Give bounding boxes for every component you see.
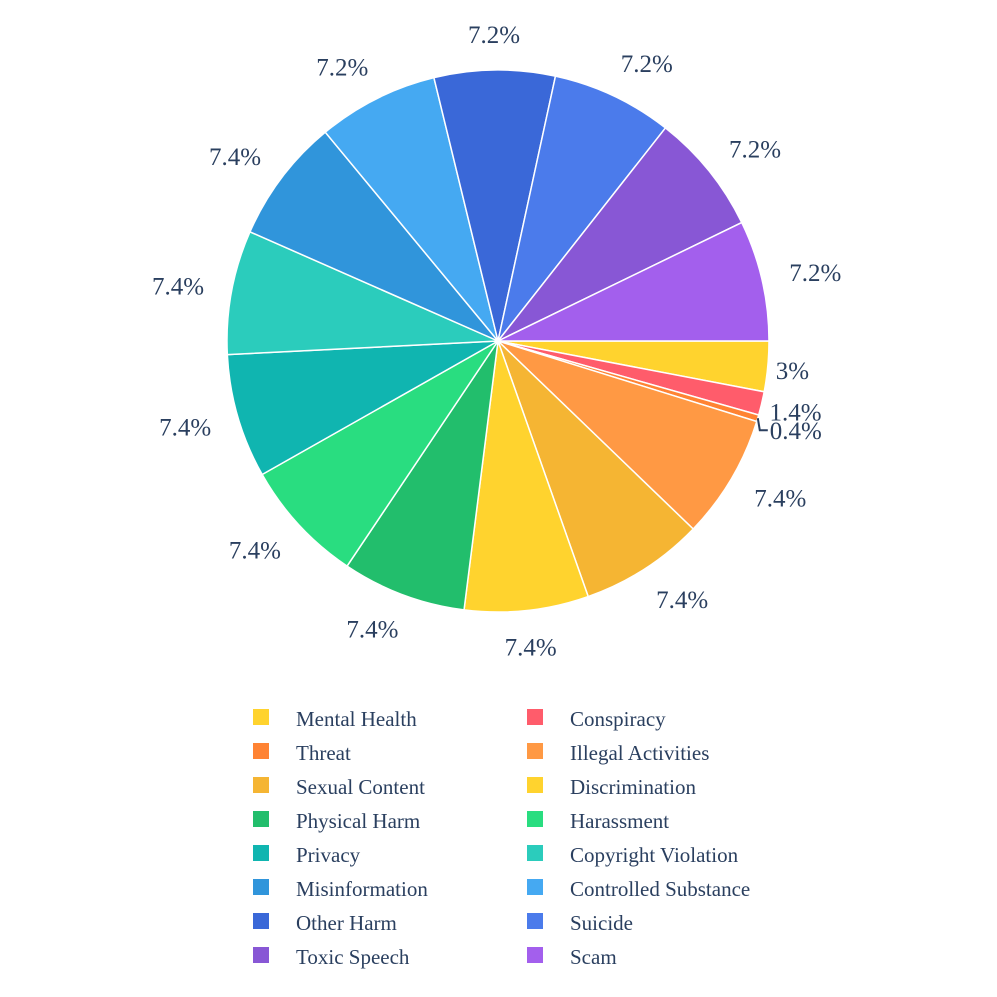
legend-label-suicide: Suicide xyxy=(570,911,633,935)
pie-label-controlled-substance: 7.2% xyxy=(316,55,368,82)
pie-label-mental-health: 3% xyxy=(776,358,809,385)
legend-swatch-conspiracy xyxy=(527,709,543,725)
legend-swatch-copyright-violation xyxy=(527,845,543,861)
legend-label-controlled-substance: Controlled Substance xyxy=(570,877,750,901)
pie-slice-toxic-speech xyxy=(497,126,743,342)
legend-label-illegal-activities: Illegal Activities xyxy=(570,741,709,765)
pie-slices xyxy=(226,69,770,613)
legend-swatch-privacy xyxy=(253,845,269,861)
pie-labels: 3% 1.4%0.4% 7.4% 7.4% 7.4% 7.4% 7.4% 7.4% 7.4% 7.… xyxy=(152,22,841,661)
pie-slice-controlled-substance xyxy=(324,76,499,342)
pie-label-privacy: 7.4% xyxy=(159,415,211,442)
legend-item-conspiracy[interactable]: Conspiracy xyxy=(527,707,666,731)
pie-slice-scam xyxy=(497,221,770,342)
legend-label-discrimination: Discrimination xyxy=(570,775,696,799)
pie-label-physical-harm: 7.4% xyxy=(346,617,398,644)
pie-slice-illegal-activities xyxy=(497,340,758,531)
pie-label-copyright-violation: 7.4% xyxy=(152,273,204,300)
legend-label-physical-harm: Physical Harm xyxy=(296,809,420,833)
legend-swatch-threat xyxy=(253,743,269,759)
pie-label-illegal-activities: 7.4% xyxy=(754,485,806,512)
pie-slice-sexual-content xyxy=(497,340,695,598)
legend-label-sexual-content: Sexual Content xyxy=(296,775,425,799)
pie-slice-harassment xyxy=(261,340,499,568)
legend-item-suicide[interactable]: Suicide xyxy=(527,911,633,935)
pie-slice-copyright-violation xyxy=(226,230,499,356)
pie-label-threat: 0.4% xyxy=(770,418,822,445)
pie-slice-other-harm xyxy=(433,69,557,342)
legend-item-mental-health[interactable]: Mental Health xyxy=(253,707,417,731)
pie-label-suicide: 7.2% xyxy=(621,51,673,78)
legend-label-scam: Scam xyxy=(570,945,617,969)
legend-label-threat: Threat xyxy=(296,741,351,765)
legend-swatch-scam xyxy=(527,947,543,963)
pie-slice-misinformation xyxy=(248,131,499,342)
legend-item-other-harm[interactable]: Other Harm xyxy=(253,911,397,935)
pie-slice-privacy xyxy=(226,340,499,476)
legend-item-harassment[interactable]: Harassment xyxy=(527,809,669,833)
legend-label-harassment: Harassment xyxy=(570,809,669,833)
legend-label-mental-health: Mental Health xyxy=(296,707,417,731)
legend-swatch-toxic-speech xyxy=(253,947,269,963)
pie-label-sexual-content: 7.4% xyxy=(656,587,708,614)
legend-swatch-misinformation xyxy=(253,879,269,895)
legend-swatch-other-harm xyxy=(253,913,269,929)
legend-swatch-physical-harm xyxy=(253,811,269,827)
legend-item-copyright-violation[interactable]: Copyright Violation xyxy=(527,843,739,867)
legend-label-copyright-violation: Copyright Violation xyxy=(570,843,739,867)
legend-label-misinformation: Misinformation xyxy=(296,877,428,901)
pie-label-discrimination: 7.4% xyxy=(505,634,557,661)
legend-item-illegal-activities[interactable]: Illegal Activities xyxy=(527,741,709,765)
legend-swatch-discrimination xyxy=(527,777,543,793)
pie-label-harassment: 7.4% xyxy=(229,538,281,565)
legend-item-toxic-speech[interactable]: Toxic Speech xyxy=(253,945,410,969)
legend-swatch-mental-health xyxy=(253,709,269,725)
legend-swatch-harassment xyxy=(527,811,543,827)
legend-swatch-sexual-content xyxy=(253,777,269,793)
pie-slice-discrimination xyxy=(463,340,590,613)
legend-item-controlled-substance[interactable]: Controlled Substance xyxy=(527,877,750,901)
legend-item-physical-harm[interactable]: Physical Harm xyxy=(253,809,420,833)
legend-swatch-controlled-substance xyxy=(527,879,543,895)
legend-label-toxic-speech: Toxic Speech xyxy=(296,945,410,969)
pie-slice-suicide xyxy=(497,75,667,342)
legend-item-sexual-content[interactable]: Sexual Content xyxy=(253,775,425,799)
pie-slice-physical-harm xyxy=(346,340,499,611)
legend-item-threat[interactable]: Threat xyxy=(253,741,351,765)
legend-item-scam[interactable]: Scam xyxy=(527,945,617,969)
legend-label-other-harm: Other Harm xyxy=(296,911,397,935)
pie-label-other-harm: 7.2% xyxy=(468,22,520,49)
legend-swatch-illegal-activities xyxy=(527,743,543,759)
legend-item-misinformation[interactable]: Misinformation xyxy=(253,877,428,901)
legend-label-conspiracy: Conspiracy xyxy=(570,707,666,731)
legend-label-privacy: Privacy xyxy=(296,843,361,867)
pie-leader-line-threat xyxy=(756,418,768,432)
pie-label-misinformation: 7.4% xyxy=(209,144,261,171)
legend: Mental Health Conspiracy Threat Illegal Act… xyxy=(253,707,750,969)
pie-label-scam: 7.2% xyxy=(789,260,841,287)
pie-label-conspiracy: 1.4% xyxy=(770,400,822,427)
legend-item-discrimination[interactable]: Discrimination xyxy=(527,775,696,799)
legend-swatch-suicide xyxy=(527,913,543,929)
legend-item-privacy[interactable]: Privacy xyxy=(253,843,361,867)
pie-label-toxic-speech: 7.2% xyxy=(729,136,781,163)
